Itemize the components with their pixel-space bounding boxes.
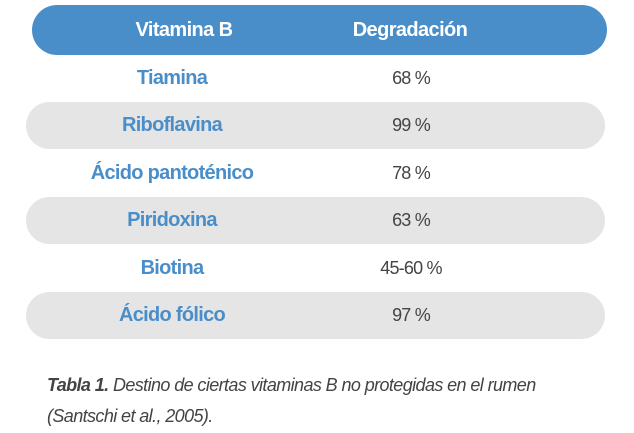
vitamin-name: Ácido pantoténico xyxy=(90,162,254,184)
degradation-value: 68 % xyxy=(392,68,431,88)
degradation-value: 45-60 % xyxy=(380,258,442,278)
table-header: Vitamina B Degradación xyxy=(32,5,607,55)
table-row: Piridoxina 63 % xyxy=(26,197,605,244)
header-vitamin: Vitamina B xyxy=(135,18,234,41)
table-row: Ácido fólico 97 % xyxy=(26,292,605,339)
header-degradation: Degradación xyxy=(352,18,468,41)
table-row: Riboflavina 99 % xyxy=(26,102,605,149)
degradation-value: 63 % xyxy=(392,210,431,230)
vitamin-name: Piridoxina xyxy=(127,209,217,231)
table-caption: Tabla 1. Destino de ciertas vitaminas B … xyxy=(47,370,607,432)
table-row: Ácido pantoténico 78 % xyxy=(26,150,605,197)
degradation-value: 97 % xyxy=(392,305,431,325)
vitamin-name: Riboflavina xyxy=(121,114,223,136)
vitamin-name: Biotina xyxy=(140,257,205,279)
vitamin-name: Tiamina xyxy=(136,67,208,89)
degradation-value: 78 % xyxy=(392,163,431,183)
vitamin-name: Ácido fólico xyxy=(118,304,226,326)
table-row: Tiamina 68 % xyxy=(26,55,605,102)
caption-text: Destino de ciertas vitaminas B no proteg… xyxy=(47,375,536,426)
caption-label: Tabla 1. xyxy=(47,375,109,395)
table-row: Biotina 45-60 % xyxy=(26,245,605,292)
degradation-value: 99 % xyxy=(392,115,431,135)
